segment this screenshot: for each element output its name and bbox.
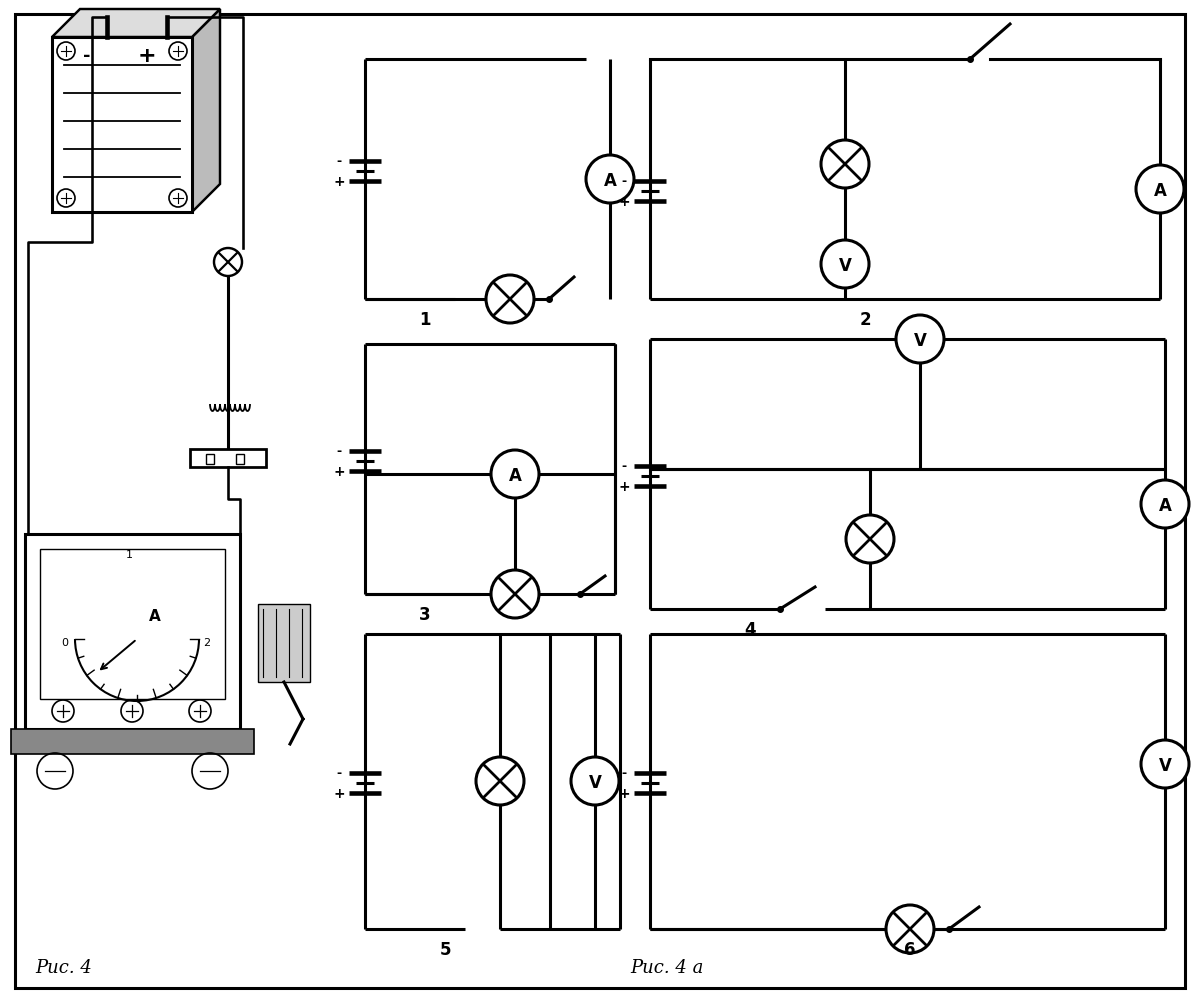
Text: -: -	[336, 445, 342, 458]
Text: 2: 2	[859, 311, 871, 329]
Text: 0: 0	[61, 637, 68, 647]
Bar	[236, 454, 244, 464]
Circle shape	[896, 316, 944, 364]
Circle shape	[491, 571, 539, 619]
Circle shape	[1136, 165, 1184, 214]
Bar	[11, 729, 254, 754]
Text: -: -	[83, 47, 91, 65]
Circle shape	[846, 516, 894, 564]
Circle shape	[1141, 480, 1189, 529]
Text: 4: 4	[744, 621, 756, 638]
Text: 3: 3	[419, 606, 431, 624]
Text: +: +	[618, 786, 630, 800]
Text: +: +	[618, 195, 630, 209]
Text: -: -	[336, 155, 342, 169]
Text: 1: 1	[419, 311, 431, 329]
Text: A: A	[509, 466, 522, 484]
Circle shape	[214, 249, 242, 277]
Text: Рис. 4 а: Рис. 4 а	[630, 958, 703, 976]
Bar	[190, 449, 266, 467]
Text: A: A	[604, 172, 617, 190]
Text: +: +	[618, 479, 630, 493]
Text: 5: 5	[439, 940, 451, 958]
Bar	[25, 535, 240, 729]
Text: A: A	[1158, 496, 1171, 515]
Bar	[258, 605, 310, 682]
Circle shape	[586, 155, 634, 204]
Circle shape	[476, 757, 524, 805]
Text: +: +	[334, 464, 344, 478]
Text: -: -	[622, 766, 626, 779]
Text: +: +	[138, 46, 156, 66]
Text: -: -	[622, 460, 626, 473]
Text: A: A	[149, 609, 161, 624]
Text: V: V	[588, 773, 601, 791]
Polygon shape	[52, 10, 220, 38]
Circle shape	[821, 140, 869, 189]
Polygon shape	[192, 10, 220, 213]
Circle shape	[821, 241, 869, 289]
Bar	[52, 38, 192, 213]
Circle shape	[1141, 740, 1189, 788]
Circle shape	[571, 757, 619, 805]
Text: 2: 2	[204, 637, 210, 647]
Circle shape	[886, 905, 934, 953]
Text: +: +	[334, 786, 344, 800]
Bar	[206, 454, 214, 464]
Text: 1: 1	[126, 550, 132, 560]
Circle shape	[491, 450, 539, 498]
Bar	[40, 550, 226, 699]
Text: Рис. 4: Рис. 4	[35, 958, 92, 976]
Text: V: V	[1158, 756, 1171, 774]
Text: V: V	[913, 332, 926, 350]
Text: -: -	[336, 766, 342, 779]
Text: +: +	[334, 175, 344, 189]
Text: -: -	[622, 176, 626, 189]
Text: A: A	[1153, 182, 1166, 200]
Text: V: V	[839, 257, 852, 275]
Text: 6: 6	[905, 940, 916, 958]
Circle shape	[486, 276, 534, 324]
